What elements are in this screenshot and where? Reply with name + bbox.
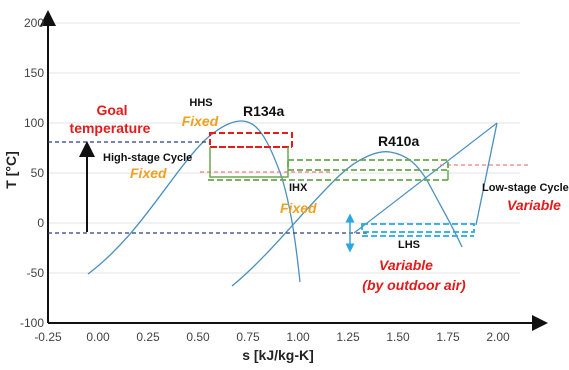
- high-stage-label: High-stage Cycle: [103, 152, 192, 164]
- gridlines: [48, 22, 520, 274]
- hhs-state: Fixed: [182, 113, 219, 129]
- y-axis-label: T [°C]: [3, 151, 19, 188]
- lhs-label: LHS: [398, 239, 420, 251]
- high-stage-state: Fixed: [130, 165, 167, 181]
- r134a-label: R134a: [243, 103, 284, 119]
- y-tick-label: 150: [24, 66, 44, 80]
- y-tick-label: 200: [24, 16, 44, 30]
- x-tick-label: 0.50: [186, 330, 210, 344]
- lhs-note: (by outdoor air): [362, 277, 466, 293]
- y-tick-label: -100: [20, 316, 44, 330]
- x-tick-label: 1.75: [436, 330, 460, 344]
- x-tick-label: 0.25: [136, 330, 160, 344]
- ihx-box-upper: [287, 159, 449, 171]
- y-tick-label: 0: [37, 216, 44, 230]
- x-tick-label: 2.00: [486, 330, 510, 344]
- y-tick-label: -50: [27, 266, 45, 280]
- x-tick-label: 1.25: [336, 330, 360, 344]
- r410a-dome: [231, 151, 463, 287]
- x-tick-label: 1.00: [286, 330, 310, 344]
- x-tick-label: 0.75: [236, 330, 260, 344]
- low-stage-label: Low-stage Cycle: [482, 182, 569, 194]
- lhs-box: [361, 223, 475, 233]
- x-axis-label: s [kJ/kg-K]: [242, 347, 314, 363]
- r410a-label: R410a: [378, 133, 419, 149]
- lhs-state: Variable: [379, 257, 433, 273]
- low-stage-state: Variable: [507, 197, 561, 213]
- hhs-box: [209, 132, 293, 148]
- low-stage-compression: [475, 122, 498, 226]
- y-tick-label: 50: [31, 166, 45, 180]
- y-tick-label: 100: [24, 116, 44, 130]
- x-tick-label: -0.25: [34, 330, 62, 344]
- ihx-state: Fixed: [280, 200, 317, 216]
- x-tick-label: 0.00: [86, 330, 110, 344]
- x-tick-label: 1.50: [386, 330, 410, 344]
- goal-label: temperature: [70, 120, 151, 136]
- hhs-label: HHS: [189, 97, 212, 109]
- low-stage-top-line: [353, 122, 498, 234]
- goal-label: Goal: [96, 102, 127, 118]
- r134a-dome: [87, 120, 301, 283]
- ihx-label: IHX: [289, 182, 308, 194]
